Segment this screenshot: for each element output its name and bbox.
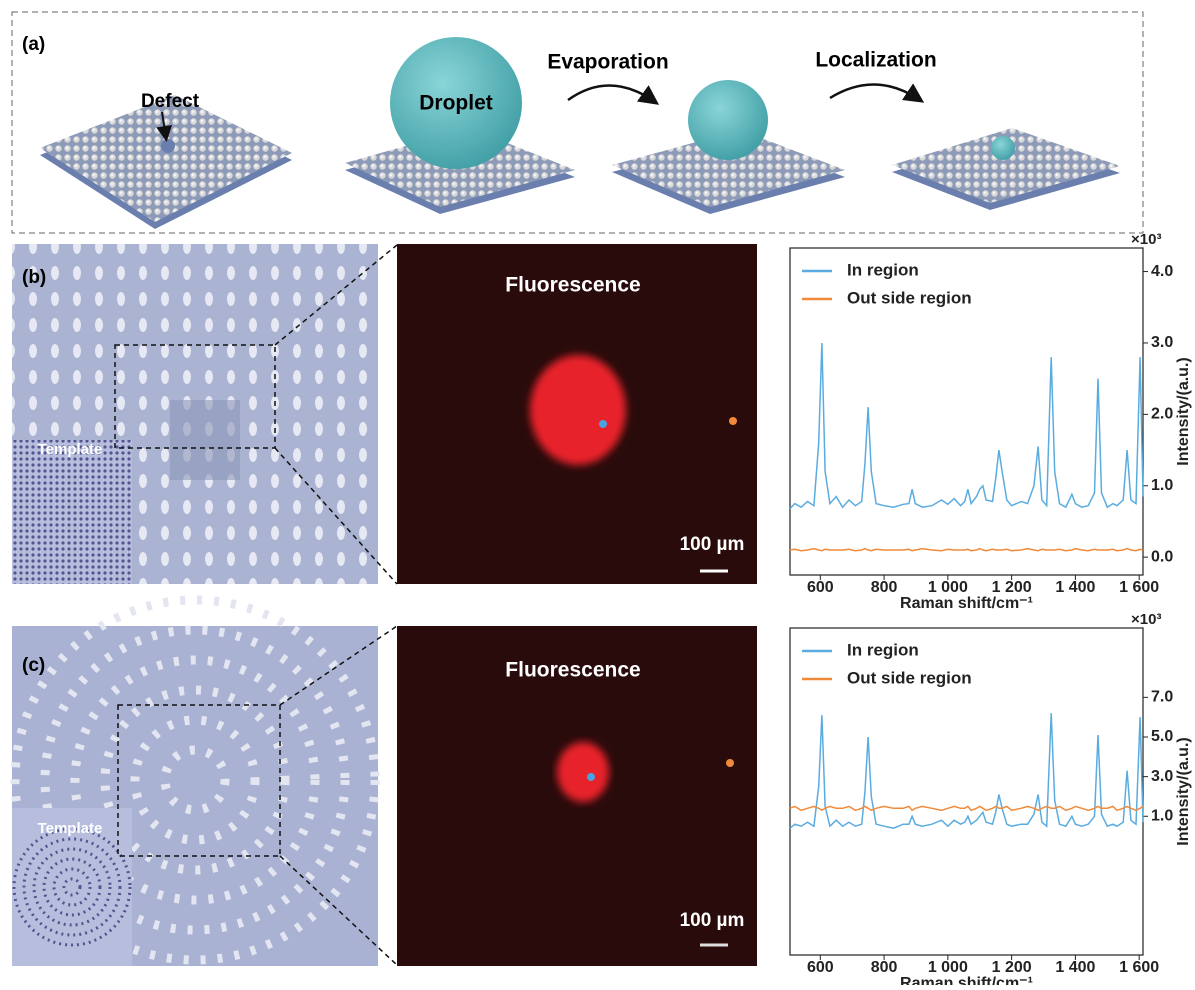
x-tick-label: 1 200 [992, 579, 1032, 596]
y-tick-label: 1.0 [1151, 477, 1173, 494]
panel-label: (b) [22, 267, 46, 288]
substrate [892, 128, 1120, 210]
y-tick-label: 2.0 [1151, 406, 1173, 423]
y-tick-label: 1.0 [1151, 807, 1173, 824]
y-tick-label: 4.0 [1151, 263, 1173, 280]
inset-label: Template [38, 441, 103, 458]
y-tick-label: 3.0 [1151, 334, 1173, 351]
probe-point [599, 420, 607, 428]
figure: (a) Defect Droplet Evaporation Localizat… [0, 0, 1195, 985]
y-tick-label: 3.0 [1151, 768, 1173, 785]
inset-label: Template [38, 820, 103, 837]
x-tick-label: 600 [807, 579, 834, 596]
image-title: Fluorescence [505, 274, 640, 297]
x-tick-label: 1 400 [1055, 959, 1095, 976]
panel-label: (c) [22, 655, 45, 676]
substrate [345, 37, 575, 214]
probe-point [729, 417, 737, 425]
arrow [830, 84, 920, 100]
step-label: Evaporation [547, 51, 668, 74]
y-scale-label: ×10³ [1131, 611, 1161, 628]
y-tick-label: 5.0 [1151, 728, 1173, 745]
x-tick-label: 1 400 [1055, 579, 1095, 596]
defect-region [170, 400, 240, 480]
substrate [612, 80, 845, 214]
arrow [568, 85, 655, 102]
legend-label: Out side region [847, 288, 972, 307]
data-line [790, 343, 1143, 509]
probe-point [587, 773, 595, 781]
x-axis-label: Raman shift/cm⁻¹ [900, 975, 1033, 985]
y-axis-label: Intensity/(a.u.) [1175, 737, 1192, 845]
y-tick-label: 0.0 [1151, 548, 1173, 565]
x-tick-label: 1 000 [928, 579, 968, 596]
x-tick-label: 800 [871, 579, 898, 596]
probe-point [726, 759, 734, 767]
x-tick-label: 1 600 [1119, 579, 1159, 596]
legend-label: In region [847, 260, 919, 279]
x-tick-label: 1 000 [928, 959, 968, 976]
fluorescence-spot [557, 742, 609, 802]
x-tick-label: 800 [871, 959, 898, 976]
image-title: Fluorescence [505, 659, 640, 682]
x-tick-label: 600 [807, 959, 834, 976]
y-tick-label: 7.0 [1151, 689, 1173, 706]
fluorescence-spot [530, 355, 626, 465]
substrate [40, 95, 292, 229]
data-line [790, 713, 1143, 828]
y-axis-label: Intensity/(a.u.) [1175, 357, 1192, 465]
panel-label: (a) [22, 34, 45, 55]
legend-label: In region [847, 640, 919, 659]
y-scale-label: ×10³ [1131, 231, 1161, 248]
scale-bar-label: 100 µm [680, 910, 745, 931]
data-line [790, 806, 1143, 810]
data-line [790, 549, 1143, 551]
x-tick-label: 1 600 [1119, 959, 1159, 976]
x-axis-label: Raman shift/cm⁻¹ [900, 595, 1033, 612]
scale-bar-label: 100 µm [680, 534, 745, 555]
template-inset [12, 440, 132, 584]
legend-label: Out side region [847, 668, 972, 687]
step-label: Localization [815, 49, 936, 72]
defect-label: Defect [141, 91, 200, 112]
x-tick-label: 1 200 [992, 959, 1032, 976]
droplet-label: Droplet [419, 92, 493, 115]
